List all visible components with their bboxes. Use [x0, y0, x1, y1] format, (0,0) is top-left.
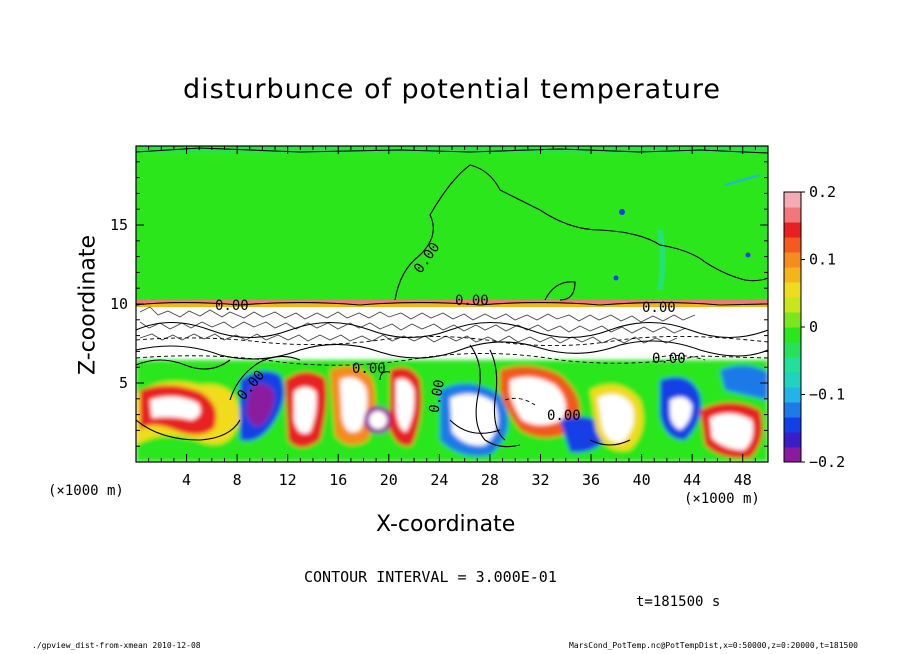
footer-left: ./gpview_dist-from-xmean 2010-12-08 [32, 641, 201, 650]
colorbar-swatch [784, 297, 801, 313]
x-tick-label: 28 [481, 471, 499, 489]
colorbar-swatch [784, 447, 801, 463]
x-axis-label: X-coordinate [376, 512, 516, 537]
x-tick-label: 4 [182, 471, 191, 489]
colorbar-swatch [784, 327, 801, 343]
colorbar-tick-label: −0.2 [809, 453, 845, 471]
contour-label: 0.00 [215, 298, 249, 314]
colorbar-tick-label: −0.1 [809, 386, 845, 404]
y-axis: 5 10 15 [110, 161, 768, 447]
colorbar-tick-label: 0.1 [809, 251, 836, 269]
x-tick-label: 24 [430, 471, 448, 489]
x-tick-label: 8 [233, 471, 242, 489]
contour-label: 0.00 [652, 351, 686, 367]
x-tick-label: 12 [279, 471, 297, 489]
x-tick-label: 32 [531, 471, 549, 489]
y-tick-label: 10 [110, 295, 128, 313]
contour-label: 0.00 [352, 361, 386, 377]
contour-label: 0.00 [547, 408, 581, 424]
contour-label: 0.00 [642, 300, 676, 316]
x-tick-label: 40 [633, 471, 651, 489]
x-tick-label: 44 [683, 471, 701, 489]
colorbar-swatch [784, 252, 801, 268]
colorbar-swatch [784, 387, 801, 403]
colorbar-swatch [784, 372, 801, 388]
x-tick-label: 20 [380, 471, 398, 489]
colorbar-tick-label: 0.2 [809, 183, 836, 201]
colorbar-swatch [784, 402, 801, 418]
y-tick-label: 5 [119, 374, 128, 392]
chart-title: disturbunce of potential temperature [183, 74, 721, 105]
x-unit-label-right: (×1000 m) [684, 491, 760, 507]
colorbar-swatch [784, 417, 801, 433]
contour-interval: CONTOUR INTERVAL = 3.000E-01 [304, 568, 557, 586]
time-label: t=181500 s [636, 594, 721, 610]
colorbar-swatch [784, 432, 801, 448]
footer-right: MarsCond_PotTemp.nc@PotTempDist,x=0:5000… [569, 641, 858, 650]
colorbar-tick-label: 0 [809, 318, 818, 336]
heatmap-field [136, 146, 768, 462]
colorbar-swatch [784, 192, 801, 208]
x-axis: 4 8 12 16 20 24 28 32 36 40 44 48 [148, 146, 756, 489]
contour-label: 0.00 [426, 378, 448, 414]
colorbar-swatch [784, 342, 801, 358]
colorbar-swatch [784, 237, 801, 253]
contour-label: 0.00 [455, 293, 489, 309]
colorbar-swatch [784, 267, 801, 283]
x-tick-label: 36 [582, 471, 600, 489]
x-tick-label: 48 [734, 471, 752, 489]
y-axis-label: Z-coordinate [75, 235, 101, 375]
y-tick-label: 15 [110, 216, 128, 234]
x-tick-label: 16 [329, 471, 347, 489]
colorbar-swatch [784, 222, 801, 238]
colorbar-swatch [784, 312, 801, 328]
colorbar-swatch [784, 357, 801, 373]
colorbar-swatch [784, 282, 801, 298]
colorbar-swatch [784, 207, 801, 223]
colorbar: 0.2 0.1 0 −0.1 −0.2 [783, 183, 845, 471]
x-unit-label-left: (×1000 m) [48, 483, 124, 499]
